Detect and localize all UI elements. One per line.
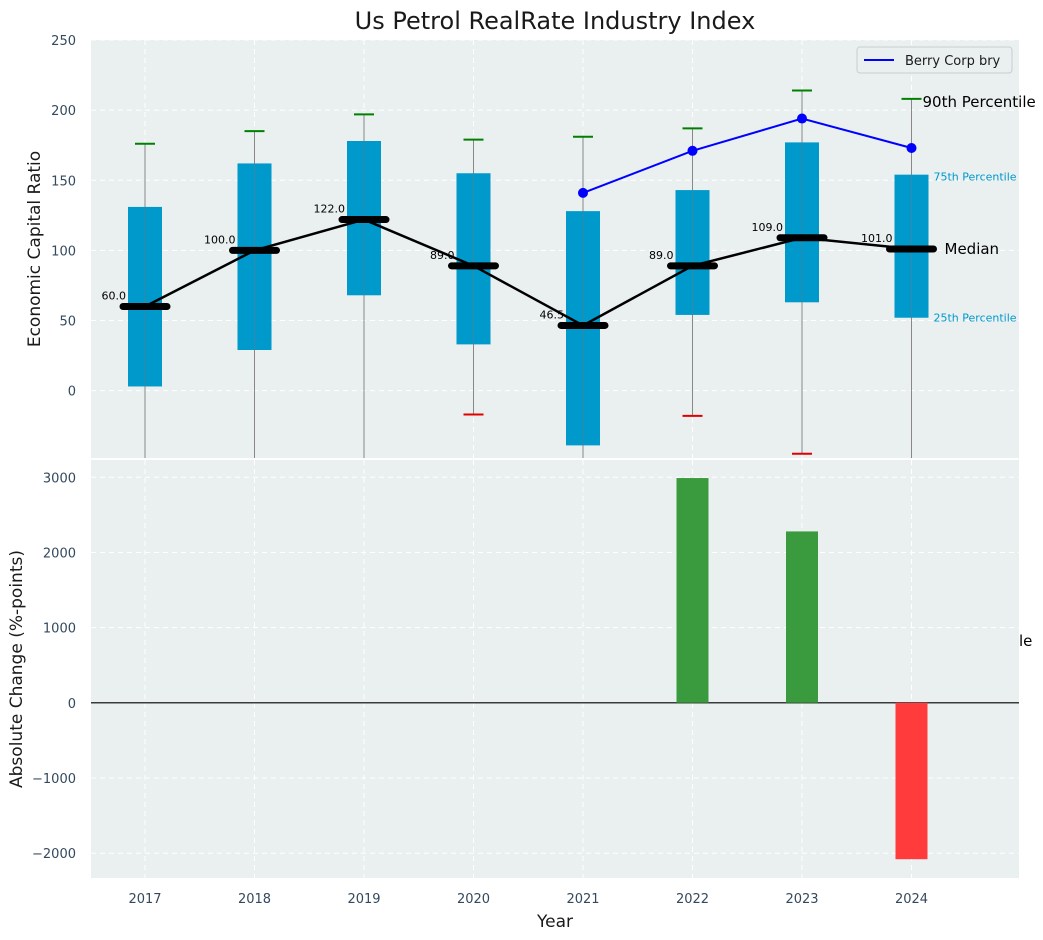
legend: Berry Corp bry: [856, 46, 1013, 74]
median-value-label: 89.0: [649, 249, 674, 262]
change-bar: [786, 531, 818, 703]
legend-box: [856, 46, 1013, 74]
bottom-y-tick-label: 0: [68, 697, 76, 712]
bottom-y-axis-label: Absolute Change (%-points): [7, 550, 27, 788]
p75-annotation: 75th Percentile: [934, 171, 1017, 184]
median-annotation: Median: [945, 240, 1000, 258]
median-line: [144, 218, 912, 327]
median-value-label: 109.0: [752, 221, 784, 234]
berry-series-point: [578, 187, 588, 198]
median-value-label: 89.0: [430, 249, 455, 262]
bottom-plot-content: [91, 478, 1019, 860]
x-tick-label: 2019: [347, 892, 380, 907]
p90-annotation: 90th Percentile: [923, 93, 1036, 111]
x-tick-label: 2023: [785, 892, 818, 907]
top-plot-content: 60.0 100.0 122.0 89.0 46.5 89.0 109.0 101.0 90th…: [102, 89, 1036, 458]
berry-series-point: [797, 113, 807, 124]
bottom-y-tick-label: −1000: [32, 772, 76, 787]
median-value-label: 60.0: [102, 290, 127, 303]
change-bar: [676, 478, 709, 703]
stray-annotation-text: le: [1019, 632, 1032, 650]
median-value-label: 101.0: [861, 232, 893, 245]
top-y-axis-label: Economic Capital Ratio: [25, 151, 45, 347]
change-bar: [895, 702, 928, 860]
top-y-tick-label: 50: [59, 315, 76, 330]
bottom-plot-area: [91, 460, 1019, 878]
bottom-y-tick-label: 1000: [43, 622, 76, 637]
p25-annotation: 25th Percentile: [934, 312, 1017, 325]
legend-label-berry: Berry Corp bry: [905, 54, 1001, 69]
x-tick-label: 2018: [238, 892, 271, 907]
berry-series-point: [687, 145, 698, 156]
x-tick-label: 2024: [895, 892, 928, 907]
top-y-tick-label: 200: [51, 104, 76, 119]
top-y-tick-label: 150: [51, 174, 76, 189]
bottom-y-tick-label: 2000: [43, 546, 76, 561]
median-value-label: 46.5: [540, 308, 565, 321]
berry-series-point: [906, 143, 917, 154]
bottom-y-tick-label: 3000: [43, 471, 76, 486]
top-y-tick-label: 250: [51, 34, 76, 49]
x-tick-label: 2021: [566, 892, 599, 907]
chart-title: Us Petrol RealRate Industry Index: [355, 7, 756, 35]
median-value-label: 122.0: [314, 203, 346, 216]
top-y-tick-label: 100: [51, 244, 76, 259]
x-tick-label: 2022: [676, 892, 709, 907]
median-value-label: 100.0: [204, 233, 236, 246]
x-tick-label: 2017: [128, 892, 161, 907]
x-axis-label: Year: [536, 912, 573, 932]
top-y-tick-label: 0: [68, 385, 76, 400]
x-tick-label: 2020: [457, 892, 490, 907]
bottom-y-tick-label: −2000: [32, 847, 76, 862]
berry-series-line: [582, 117, 912, 194]
